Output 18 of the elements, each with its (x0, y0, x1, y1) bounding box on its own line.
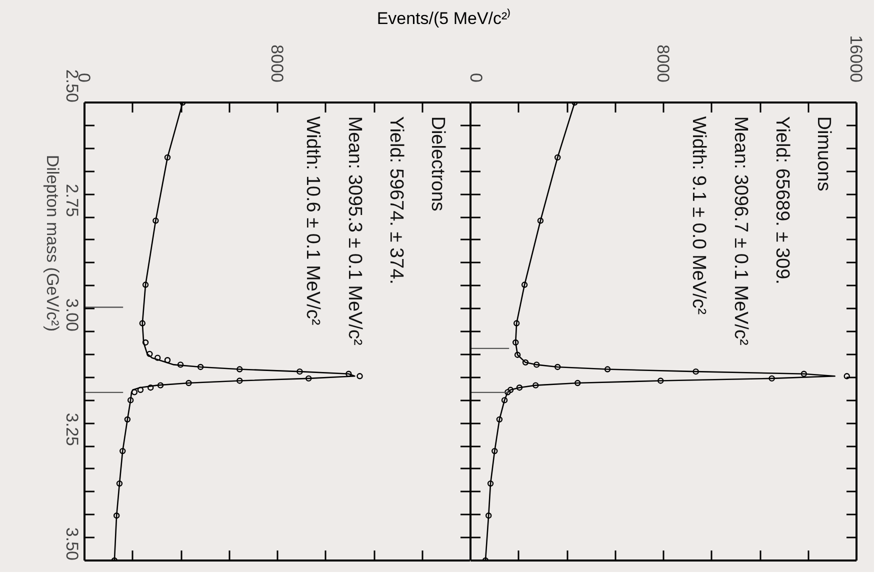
x-axis-title: Events/(5 MeV/c²⁾ (376, 8, 512, 30)
y-tick-label: 3.50 (62, 527, 82, 561)
y-tick-label: 2.75 (62, 184, 82, 218)
x-tick-label: 8000 (268, 44, 286, 83)
annotation: Yield: 65689. ± 309. (772, 116, 792, 284)
y-tick-label: 3.25 (62, 412, 82, 446)
x-tick-label: 0 (466, 73, 486, 83)
x-tick-label: 16000 (846, 35, 866, 83)
y-tick-label: 3.00 (62, 298, 82, 332)
annotation: Yield: 59674. ± 374. (386, 116, 406, 284)
annotation: Mean: 3096.7 ± 0.1 MeV/c² (730, 116, 751, 346)
annotation: Dimuons (813, 116, 834, 192)
x-tick-label: 8000 (654, 44, 672, 83)
annotation: Width: 9.1 ± 0.0 MeV/c² (688, 116, 710, 315)
annotation: Mean: 3095.3 ± 0.1 MeV/c² (344, 116, 365, 346)
annotation: Width: 10.6 ± 0.1 MeV/c² (302, 116, 324, 326)
annotation: Dielectrons (427, 116, 448, 212)
y-axis-title: Dilepton mass (GeV/c²) (43, 154, 62, 332)
